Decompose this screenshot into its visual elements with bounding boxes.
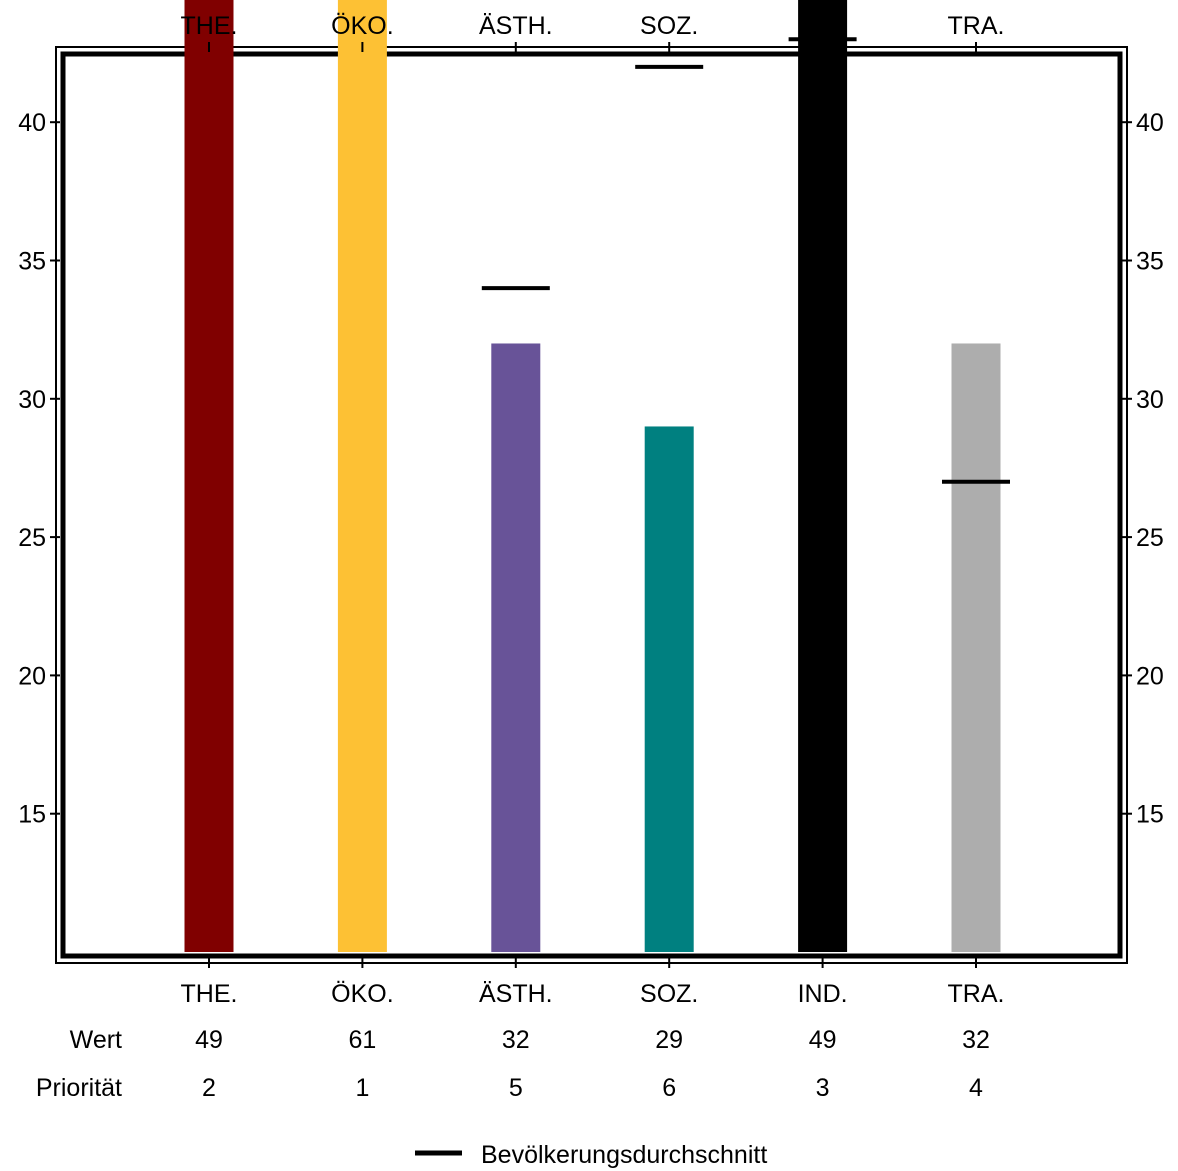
legend: Bevölkerungsdurchschnitt — [415, 1141, 767, 1169]
legend-label: Bevölkerungsdurchschnitt — [481, 1141, 767, 1169]
x-label-bottom: SOZ. — [640, 980, 698, 1008]
y-label-right: 30 — [1136, 386, 1164, 414]
value-cell: 49 — [809, 1026, 837, 1054]
bar-3 — [491, 343, 541, 953]
plot-frame-outer — [55, 46, 1128, 964]
row-label-value: Wert — [70, 1026, 122, 1054]
priority-cell: 4 — [969, 1074, 983, 1102]
x-label-top: ÄSTH. — [479, 12, 553, 40]
y-label-left: 20 — [18, 662, 46, 690]
average-markers-layer — [481, 37, 1010, 484]
x-label-bottom: THE. — [181, 980, 238, 1008]
y-label-left: 35 — [18, 248, 46, 276]
x-label-bottom: ÄSTH. — [479, 980, 553, 1008]
priority-cell: 1 — [355, 1074, 369, 1102]
value-cell: 32 — [502, 1026, 530, 1054]
y-label-right: 25 — [1136, 524, 1164, 552]
plot-frame-inner — [60, 51, 1123, 959]
priority-cell: 6 — [662, 1074, 676, 1102]
y-label-right: 15 — [1136, 801, 1164, 829]
y-label-left: 25 — [18, 524, 46, 552]
x-label-bottom: TRA. — [948, 980, 1005, 1008]
bars-layer — [184, 0, 1001, 953]
value-cell: 61 — [348, 1026, 376, 1054]
value-cell: 29 — [655, 1026, 683, 1054]
bar-2 — [337, 0, 387, 953]
value-cell: 49 — [195, 1026, 223, 1054]
bar-1 — [184, 0, 234, 952]
value-table: 49 2 61 1 32 5 29 6 49 3 32 4 Wert Priorität — [36, 1026, 990, 1102]
priority-cell: 5 — [509, 1074, 523, 1102]
x-label-top: TRA. — [948, 12, 1005, 40]
value-cell: 32 — [962, 1026, 990, 1054]
bar-5 — [798, 0, 848, 952]
x-label-top: SOZ. — [640, 12, 698, 40]
y-label-right: 35 — [1136, 248, 1164, 276]
x-label-bottom: IND. — [798, 980, 848, 1008]
y-label-left: 40 — [18, 109, 46, 137]
x-label-bottom: ÖKO. — [331, 980, 394, 1008]
y-label-left: 15 — [18, 801, 46, 829]
y-label-right: 20 — [1136, 662, 1164, 690]
priority-cell: 2 — [202, 1074, 216, 1102]
x-label-top: ÖKO. — [331, 12, 394, 40]
row-label-priority: Priorität — [36, 1074, 122, 1102]
priority-cell: 3 — [816, 1074, 830, 1102]
y-label-right: 40 — [1136, 109, 1164, 137]
axes-layer: THE. THE. ÖKO. ÖKO. ÄSTH. ÄSTH. SOZ. SOZ. IND. IN… — [18, 12, 1164, 1008]
bar-6 — [951, 343, 1001, 953]
x-label-top: THE. — [181, 12, 238, 40]
bar-4 — [644, 426, 694, 953]
y-label-left: 30 — [18, 386, 46, 414]
x-label-top: IND. — [798, 12, 848, 40]
